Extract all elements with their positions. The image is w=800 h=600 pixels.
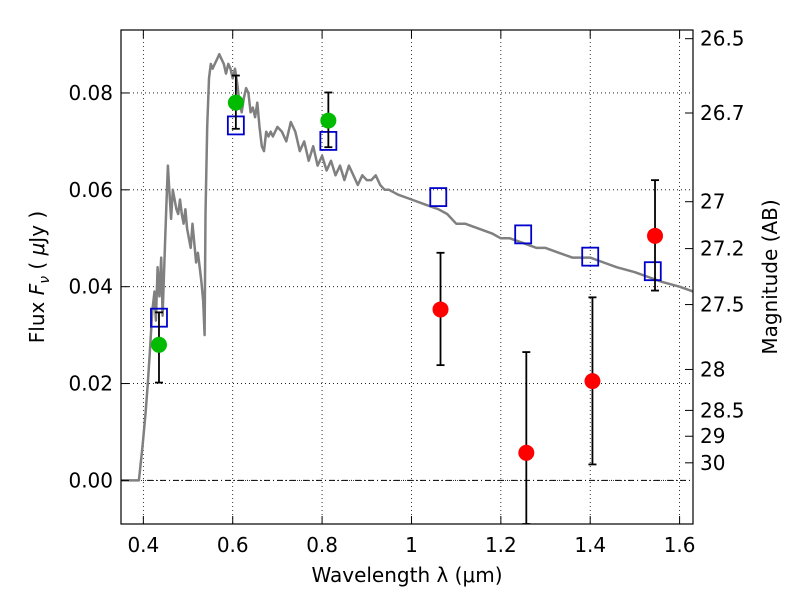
y-axis-label-prefix: Flux [25, 295, 49, 343]
mag-tick-label: 26.7 [700, 101, 745, 125]
y-tick-label: 0.02 [68, 372, 113, 396]
mag-tick-label: 30 [700, 451, 725, 475]
x-axis-label: Wavelength λ (μm) [311, 563, 502, 587]
axis-ticks: 0.4 0.6 0.8 1 1.2 1.4 1.6 0.00 0.02 0.04 0.06 0.08 2… [68, 27, 744, 557]
detection-point [227, 94, 244, 111]
x-tick-label: 0.8 [306, 533, 338, 557]
y-axis-label: Flux Fν ( μJy ) [25, 211, 53, 343]
measurement-point [584, 373, 601, 390]
x-tick-label: 1.6 [664, 533, 696, 557]
plot-frame [120, 29, 694, 525]
mag-tick-label: 27 [700, 190, 725, 214]
measurement-point [432, 301, 449, 318]
x-tick-label: 1.2 [485, 533, 517, 557]
mag-tick-label: 27.5 [700, 293, 745, 317]
x-axis-label-text: Wavelength λ (μm) [311, 563, 502, 587]
model-flux-square [581, 246, 600, 267]
model-flux-square [514, 224, 533, 245]
model-flux-square [429, 187, 448, 207]
y-axis-label-unit: Jy ) [25, 211, 49, 245]
mag-tick-label: 27.2 [700, 237, 745, 261]
y-tick-label: 0.00 [68, 468, 113, 492]
mag-tick-label: 29 [700, 424, 725, 448]
y-axis-label-mu: μ [25, 243, 49, 257]
mag-tick-label: 26.5 [700, 27, 745, 51]
model-spectrum-line [121, 52, 693, 482]
y-axis-label-paren: ( [25, 255, 49, 276]
detection-point [320, 112, 337, 129]
x-tick-label: 0.4 [127, 533, 159, 557]
plot-area [121, 52, 693, 524]
x-tick-label: 1.4 [574, 533, 606, 557]
mag-tick-label: 28.5 [700, 398, 745, 422]
x-tick-label: 1 [405, 533, 418, 557]
y-axis-label-symbol: F [25, 283, 49, 295]
measurement-point [647, 227, 664, 244]
y-tick-label: 0.06 [68, 178, 113, 202]
mag-tick-label: 28 [700, 357, 725, 381]
y-axis-label-subscript: ν [37, 276, 53, 284]
measurement-point [518, 444, 535, 461]
right-axis-label: Magnitude (AB) [758, 199, 782, 354]
y-tick-label: 0.04 [68, 275, 113, 299]
x-tick-label: 0.6 [217, 533, 249, 557]
y-tick-label: 0.08 [68, 81, 113, 105]
model-flux-square [643, 261, 662, 282]
detection-point [150, 336, 167, 353]
